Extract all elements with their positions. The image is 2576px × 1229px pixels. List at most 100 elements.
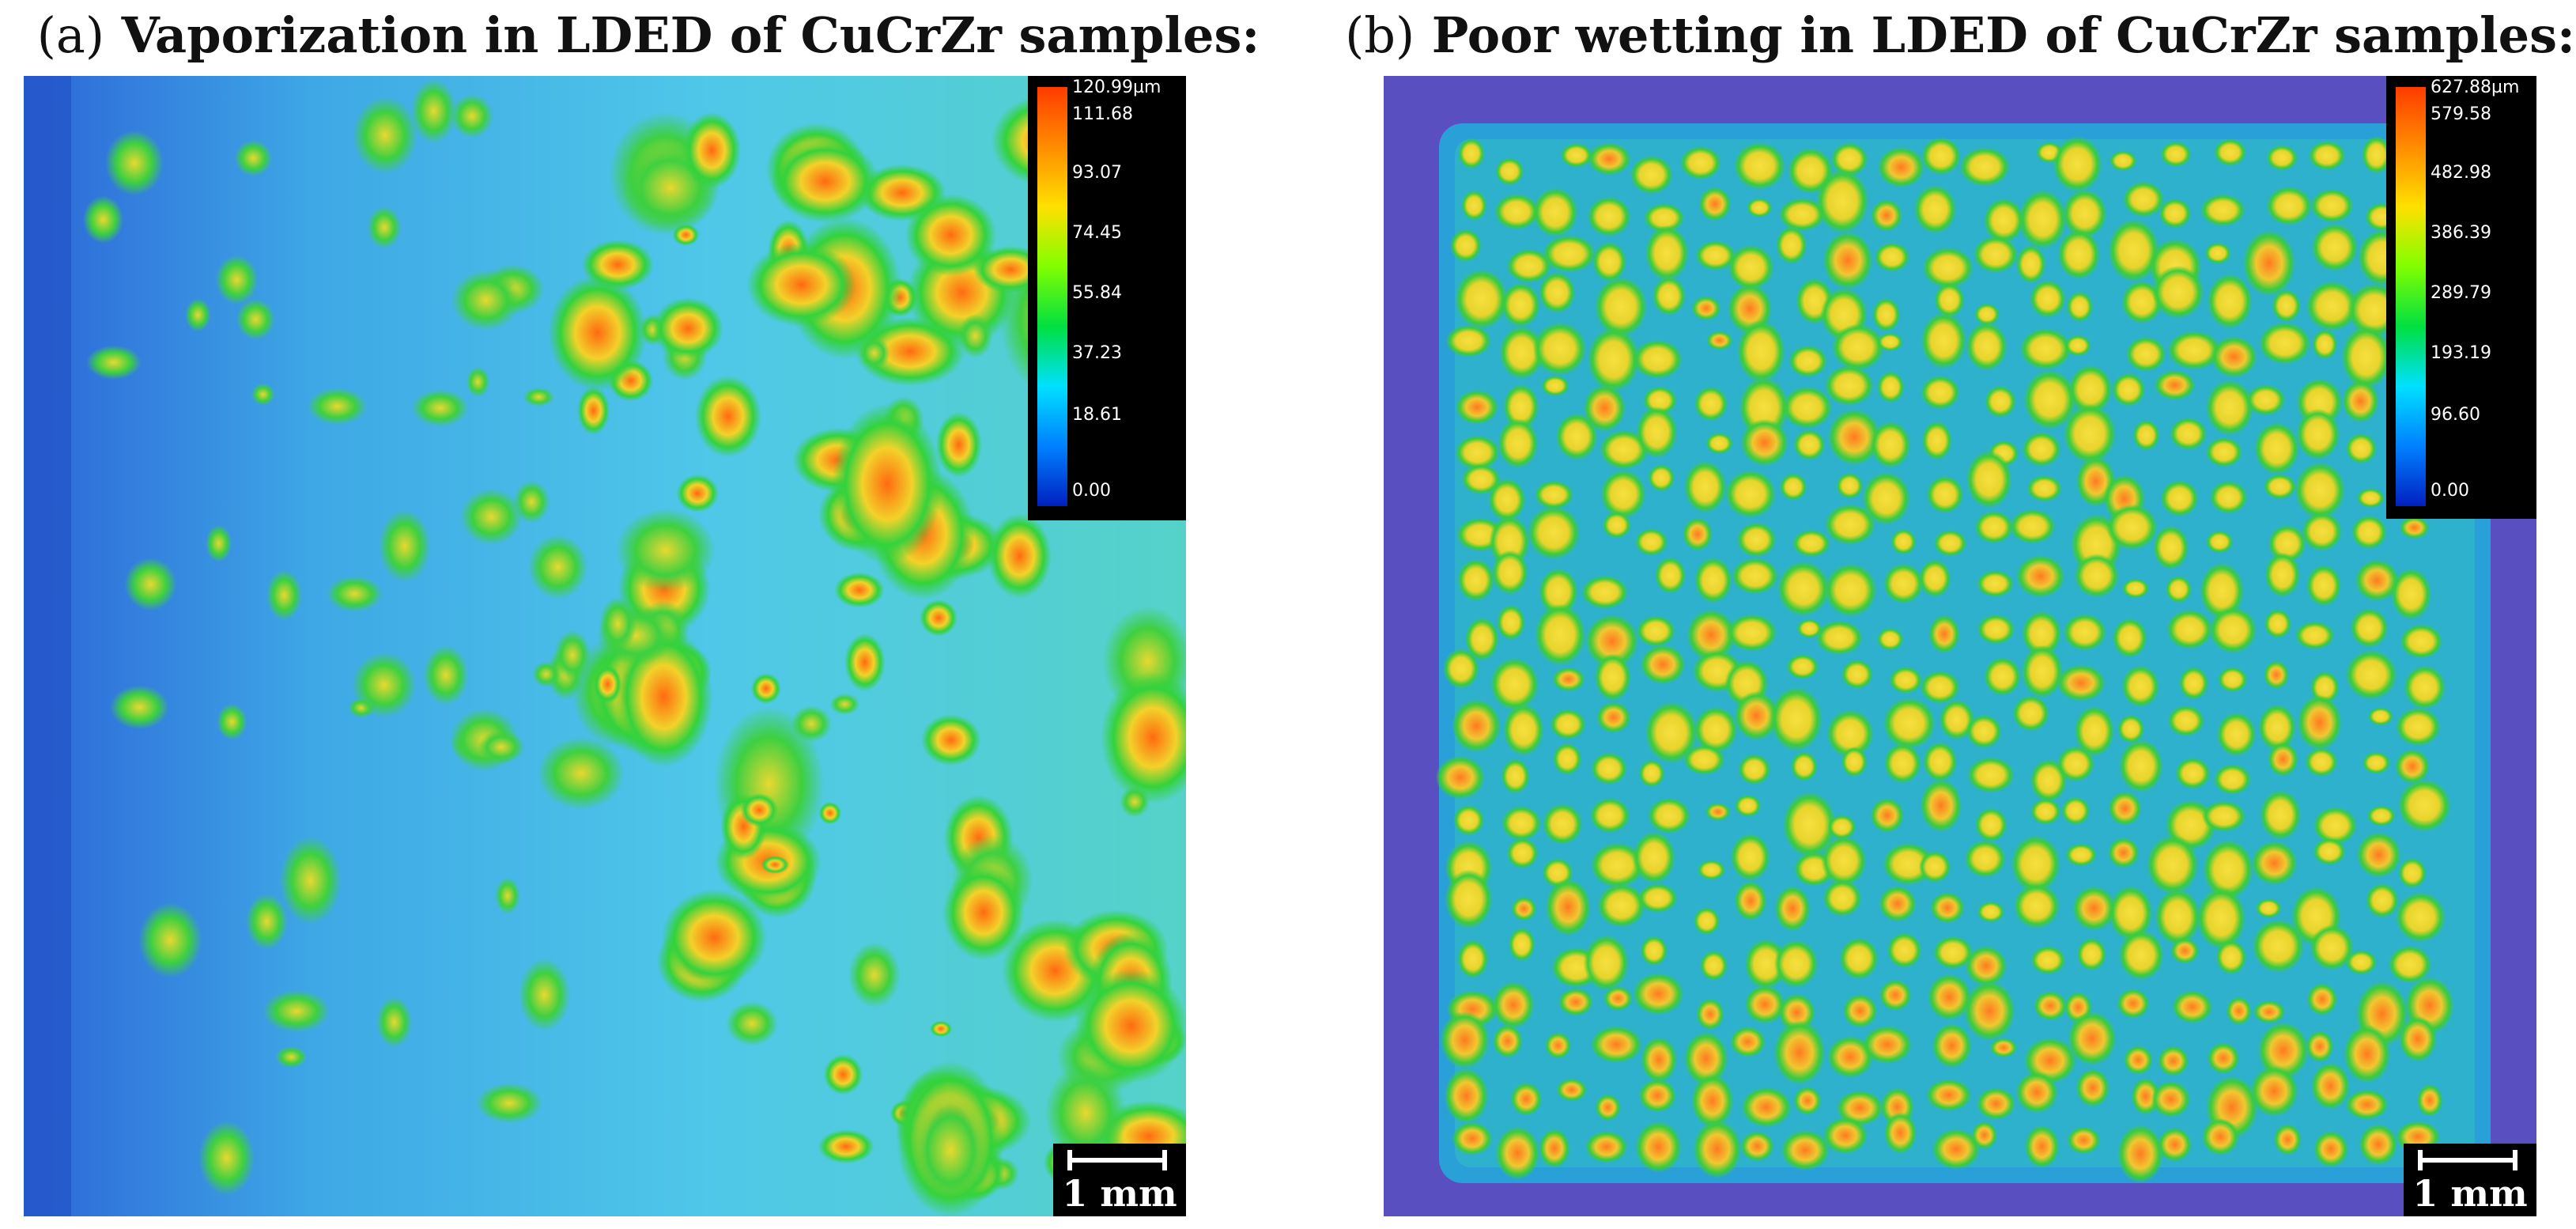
texture-blob xyxy=(615,508,716,592)
droplet-blob xyxy=(1705,432,1733,455)
droplet-blob xyxy=(2122,181,2165,217)
droplet-blob xyxy=(2205,437,2243,467)
droplet-blob xyxy=(2397,857,2427,889)
droplet-blob xyxy=(2395,707,2441,747)
droplet-blob xyxy=(2063,613,2107,652)
panel-b: (b) Poor wetting in LDED of CuCrZr sampl… xyxy=(1344,0,2576,1229)
droplet-blob xyxy=(1539,568,1578,616)
droplet-blob xyxy=(2306,1030,2334,1063)
texture-blob xyxy=(848,942,901,1008)
droplet-blob xyxy=(1532,322,1587,376)
texture-blob xyxy=(378,509,431,583)
droplet-blob xyxy=(1976,1087,2016,1120)
texture-blob xyxy=(236,298,275,340)
texture-blob xyxy=(367,206,402,249)
droplet-blob xyxy=(2067,1011,2117,1066)
texture-blob xyxy=(661,889,768,986)
droplet-blob xyxy=(1501,282,1540,327)
droplet-blob xyxy=(1590,842,1645,888)
scale-bar-b: 1 mm xyxy=(2404,1144,2536,1216)
droplet-blob xyxy=(2310,925,2354,970)
droplet-blob xyxy=(2030,945,2066,975)
droplet-blob xyxy=(2209,607,2257,654)
texture-blob xyxy=(198,1120,255,1196)
texture-blob xyxy=(352,652,417,718)
droplet-blob xyxy=(1790,751,1818,781)
texture-blob xyxy=(478,730,525,764)
droplet-blob xyxy=(2018,189,2067,249)
droplet-blob xyxy=(2123,1045,2153,1075)
droplet-blob xyxy=(1602,511,1632,539)
droplet-blob xyxy=(1913,184,1957,234)
droplet-blob xyxy=(1788,345,1828,377)
droplet-blob xyxy=(1600,469,1646,519)
droplet-blob xyxy=(2201,800,2246,832)
droplet-blob xyxy=(2395,891,2446,943)
droplet-blob xyxy=(1973,236,2019,274)
droplet-blob xyxy=(2213,138,2247,166)
legend-tick: 289.79 xyxy=(2431,283,2491,303)
droplet-blob xyxy=(1890,528,1917,555)
droplet-blob xyxy=(1775,226,1807,264)
texture-blob xyxy=(740,792,779,827)
droplet-blob xyxy=(2306,564,2342,607)
droplet-blob xyxy=(1793,429,1826,460)
droplet-blob xyxy=(1862,1025,1913,1065)
droplet-blob xyxy=(1918,559,1951,598)
droplet-blob xyxy=(1822,231,1873,290)
droplet-blob xyxy=(1876,627,1904,651)
droplet-blob xyxy=(2030,798,2061,825)
texture-blob xyxy=(761,855,790,874)
droplet-blob xyxy=(1920,778,1962,833)
droplet-blob xyxy=(2341,325,2392,389)
droplet-blob xyxy=(1693,1119,1742,1179)
droplet-blob xyxy=(2170,937,2200,964)
droplet-blob xyxy=(1964,839,2007,878)
droplet-blob xyxy=(2171,990,2213,1024)
droplet-blob xyxy=(2063,403,2117,463)
droplet-blob xyxy=(2207,274,2253,329)
height-map-b-image xyxy=(1384,76,2536,1216)
droplet-blob xyxy=(1645,701,1698,764)
legend-tick: 37.23 xyxy=(1072,343,1122,363)
texture-blob xyxy=(844,633,886,692)
droplet-blob xyxy=(1822,879,1862,917)
droplet-blob xyxy=(2117,714,2145,743)
legend-tick: 482.98 xyxy=(2431,163,2491,183)
droplet-blob xyxy=(1933,529,1967,557)
droplet-blob xyxy=(1691,296,1721,321)
droplet-blob xyxy=(1544,1032,1572,1059)
droplet-blob xyxy=(2057,229,2101,280)
droplet-blob xyxy=(1690,1074,1734,1128)
droplet-blob xyxy=(2201,1117,2239,1156)
texture-blob xyxy=(818,801,842,825)
droplet-blob xyxy=(1452,804,1485,836)
texture-blob xyxy=(476,1083,543,1124)
texture-blob xyxy=(451,93,493,138)
color-legend-b: 627.88µm 579.58 482.98 386.39 289.79 193… xyxy=(2386,76,2536,519)
droplet-blob xyxy=(1870,199,1903,232)
droplet-blob xyxy=(2107,837,2140,868)
droplet-blob xyxy=(2311,223,2359,272)
droplet-blob xyxy=(1928,614,1960,654)
droplet-blob xyxy=(2251,841,2298,886)
droplet-blob xyxy=(1560,142,1592,168)
droplet-blob xyxy=(2167,705,2205,737)
droplet-blob xyxy=(1555,413,1598,460)
droplet-blob xyxy=(1508,927,1535,962)
texture-blob xyxy=(353,96,418,175)
droplet-blob xyxy=(1510,1082,1543,1116)
droplet-blob xyxy=(2398,1015,2438,1062)
droplet-blob xyxy=(1883,1111,1917,1155)
droplet-blob xyxy=(1444,1068,1489,1124)
droplet-blob xyxy=(2359,1124,2398,1166)
droplet-blob xyxy=(1870,421,1911,468)
droplet-blob xyxy=(2117,988,2150,1019)
texture-blob xyxy=(818,1129,874,1164)
droplet-blob xyxy=(1959,146,2011,187)
droplet-blob xyxy=(1883,697,1936,750)
droplet-blob xyxy=(1638,1079,1677,1113)
droplet-blob xyxy=(1455,435,1500,470)
droplet-blob xyxy=(2345,649,2397,700)
droplet-blob xyxy=(2217,667,2248,693)
